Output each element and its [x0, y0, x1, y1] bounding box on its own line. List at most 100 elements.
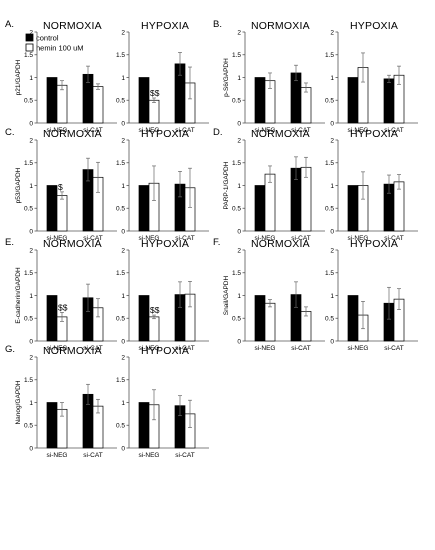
y-tick-label: 2 — [237, 29, 241, 36]
bar — [46, 295, 58, 342]
x-tick-label: si-CAT — [291, 235, 310, 242]
bar — [347, 77, 359, 124]
y-tick-label: 2 — [121, 354, 125, 361]
bar — [347, 295, 359, 342]
panel-label: C. — [5, 127, 15, 138]
y-tick-label: 0.5 — [116, 316, 125, 323]
x-tick-label: si-NEG — [139, 127, 160, 134]
y-tick-label: 1 — [29, 183, 33, 190]
y-tick-label: 0 — [330, 228, 334, 235]
bar — [254, 77, 266, 124]
y-tick-label: 0.5 — [325, 98, 334, 105]
y-tick-label: 0 — [29, 120, 33, 127]
chart-x-5: HYPOXIA 0 0.5 1 1.5 2 si-NEG si-CAT — [116, 128, 209, 242]
y-tick-label: 0.5 — [232, 206, 241, 213]
y-tick-label: 2 — [121, 137, 125, 144]
panel-label: F. — [213, 237, 220, 248]
y-tick-label: 0 — [330, 338, 334, 345]
x-tick-label: si-NEG — [348, 345, 369, 352]
y-tick-label: 1.5 — [232, 160, 241, 167]
y-axis-label: p53/GAPDH — [15, 167, 22, 203]
chart-title: NORMOXIA — [251, 128, 310, 140]
y-axis-label: Snail/GAPDH — [223, 276, 230, 316]
chart-panels: A. NORMOXIA 0 0.5 1 1.5 2 p21/GAPDH si-NEG si-CAT… — [5, 19, 418, 459]
y-tick-label: 2 — [330, 29, 334, 36]
y-tick-label: 2 — [237, 247, 241, 254]
y-tick-label: 1 — [330, 75, 334, 82]
significance-marker: $$ — [58, 302, 68, 312]
chart-x-3: HYPOXIA 0 0.5 1 1.5 2 si-NEG si-CAT — [325, 20, 418, 134]
chart-x-7: HYPOXIA 0 0.5 1 1.5 2 si-NEG si-CAT — [325, 128, 418, 242]
x-tick-label: si-CAT — [384, 235, 403, 242]
y-tick-label: 1 — [29, 75, 33, 82]
y-tick-label: 1.5 — [325, 160, 334, 167]
bar — [92, 86, 104, 124]
bar — [138, 185, 150, 232]
x-tick-label: si-CAT — [175, 235, 194, 242]
x-tick-label: si-CAT — [83, 127, 102, 134]
x-tick-label: si-CAT — [291, 345, 310, 352]
chart-title: HYPOXIA — [141, 345, 189, 357]
x-tick-label: si-NEG — [139, 235, 160, 242]
y-tick-label: 2 — [121, 247, 125, 254]
chart-title: HYPOXIA — [350, 128, 398, 140]
bar — [264, 302, 276, 342]
chart-title: NORMOXIA — [43, 345, 102, 357]
bar — [347, 185, 359, 232]
bar — [138, 402, 150, 449]
y-tick-label: 2 — [29, 354, 33, 361]
y-tick-label: 1.5 — [325, 52, 334, 59]
y-tick-label: 0 — [121, 338, 125, 345]
y-axis-label: PARP-1/GAPDH — [223, 161, 230, 209]
chart-g-12: G. NORMOXIA 0 0.5 1 1.5 2 Nanog/GAPDH si-NEG si-C… — [5, 344, 117, 459]
chart-title: HYPOXIA — [141, 128, 189, 140]
y-tick-label: 1 — [237, 183, 241, 190]
panel-label: D. — [213, 127, 223, 138]
x-tick-label: si-NEG — [47, 127, 68, 134]
x-tick-label: si-NEG — [255, 127, 276, 134]
y-tick-label: 0 — [237, 120, 241, 127]
chart-a-0: A. NORMOXIA 0 0.5 1 1.5 2 p21/GAPDH si-NEG si-CAT — [5, 19, 117, 134]
panel-label: G. — [5, 344, 15, 355]
significance-marker: $$ — [150, 305, 160, 315]
x-tick-label: si-CAT — [384, 127, 403, 134]
bar — [138, 295, 150, 342]
x-tick-label: si-NEG — [348, 235, 369, 242]
chart-x-9: HYPOXIA 0 0.5 1 1.5 2 si-NEG si-CAT $$ — [116, 238, 209, 352]
y-tick-label: 0.5 — [232, 98, 241, 105]
y-tick-label: 0 — [29, 228, 33, 235]
y-tick-label: 0.5 — [325, 206, 334, 213]
chart-f-10: F. NORMOXIA 0 0.5 1 1.5 2 Snail/GAPDH si-NEG si-C… — [213, 237, 325, 352]
x-tick-label: si-NEG — [348, 127, 369, 134]
chart-title: HYPOXIA — [350, 238, 398, 250]
x-tick-label: si-CAT — [384, 345, 403, 352]
chart-title: HYPOXIA — [141, 20, 189, 32]
y-tick-label: 1 — [237, 293, 241, 300]
x-tick-label: si-NEG — [47, 452, 68, 459]
chart-title: HYPOXIA — [350, 20, 398, 32]
y-tick-label: 0 — [330, 120, 334, 127]
y-axis-label: p21/GAPDH — [15, 59, 22, 95]
x-tick-label: si-CAT — [175, 452, 194, 459]
x-tick-label: si-NEG — [47, 345, 68, 352]
y-tick-label: 1 — [29, 293, 33, 300]
bar — [148, 99, 160, 124]
chart-x-13: HYPOXIA 0 0.5 1 1.5 2 si-NEG si-CAT — [116, 345, 209, 459]
y-tick-label: 0.5 — [116, 206, 125, 213]
y-tick-label: 0.5 — [116, 98, 125, 105]
y-tick-label: 0.5 — [24, 98, 33, 105]
panel-label: A. — [5, 19, 14, 30]
y-tick-label: 2 — [237, 137, 241, 144]
y-tick-label: 1 — [237, 75, 241, 82]
chart-d-6: D. NORMOXIA 0 0.5 1 1.5 2 PARP-1/GAPDH si-NEG si-… — [213, 127, 325, 242]
chart-x-1: HYPOXIA 0 0.5 1 1.5 2 si-NEG si-CAT $$ — [116, 20, 209, 134]
y-tick-label: 1 — [29, 400, 33, 407]
y-tick-label: 0 — [29, 445, 33, 452]
y-tick-label: 1.5 — [116, 52, 125, 59]
y-axis-label: Nanog/GAPDH — [15, 380, 22, 424]
bar — [56, 84, 68, 124]
y-tick-label: 0.5 — [24, 316, 33, 323]
y-tick-label: 0 — [237, 228, 241, 235]
y-tick-label: 1 — [330, 293, 334, 300]
